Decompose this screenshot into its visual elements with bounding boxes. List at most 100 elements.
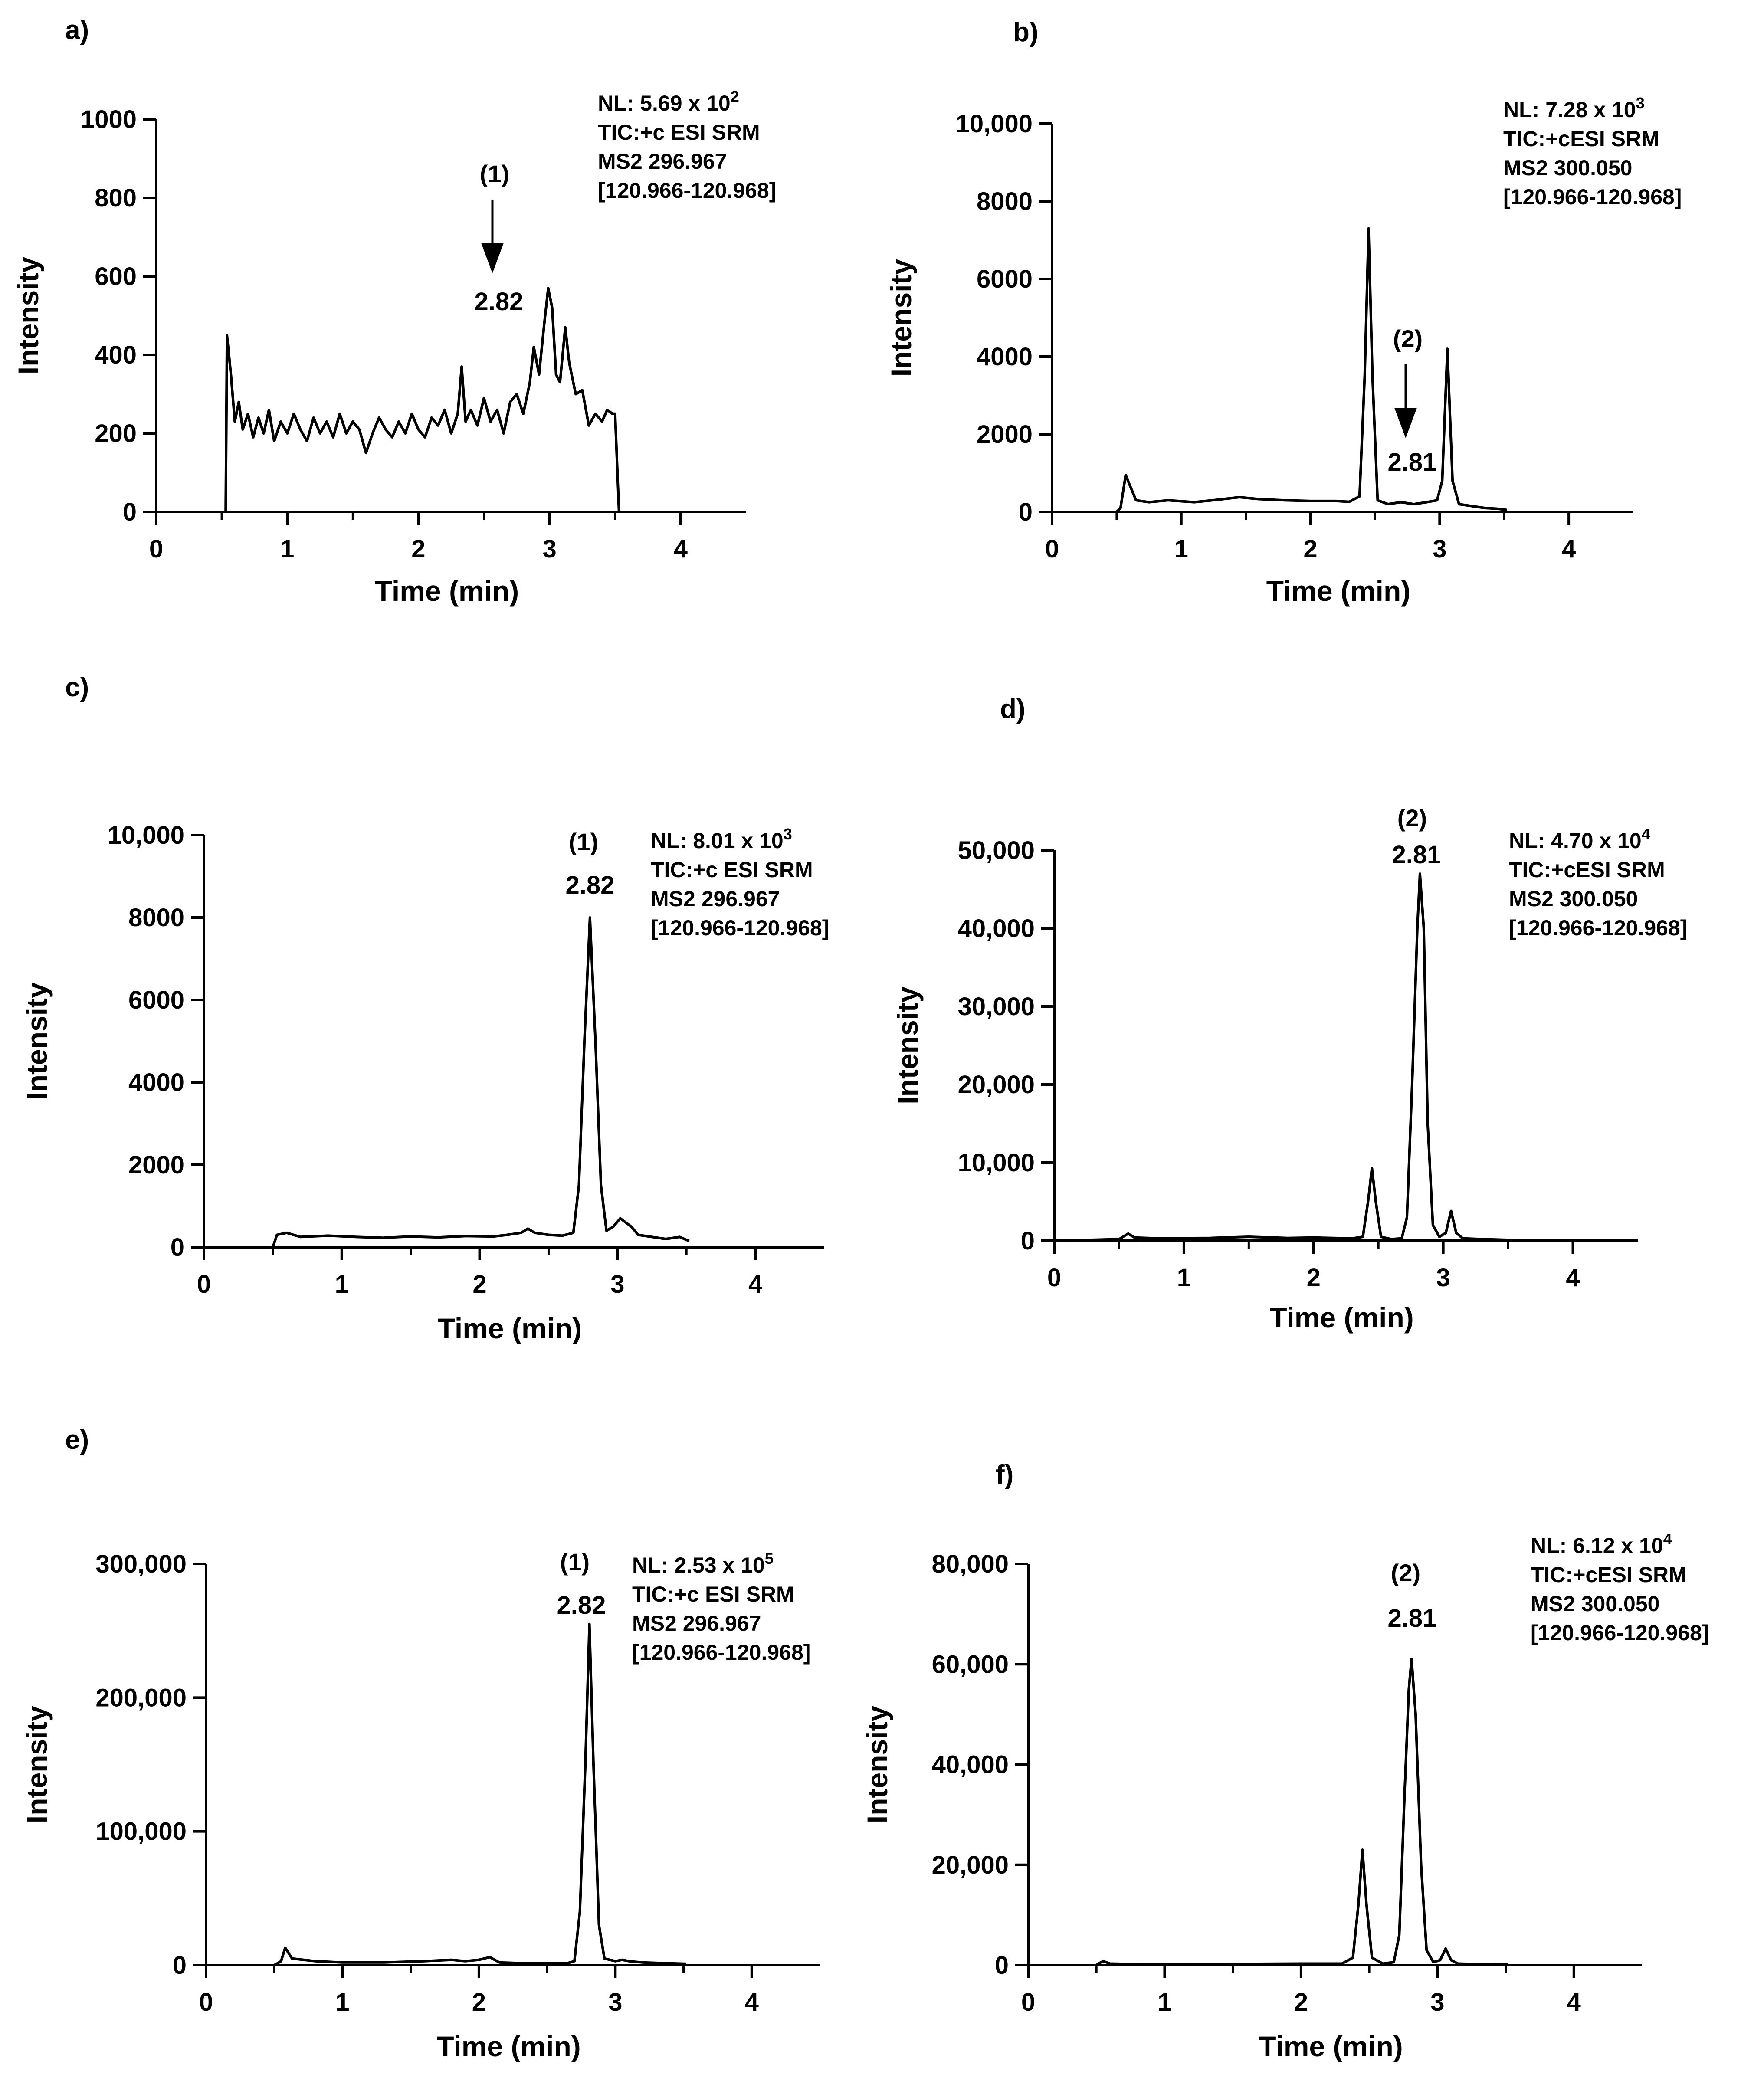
- y-axis-title: Intensity: [885, 259, 917, 377]
- y-tick-label: 4000: [977, 343, 1033, 371]
- y-tick-label: 2000: [128, 1151, 184, 1179]
- nl-label: NL: 7.28 x 103: [1503, 94, 1645, 122]
- peak-id-label: (2): [1391, 1559, 1420, 1586]
- chromatogram-trace: [219, 287, 620, 513]
- x-tick-label: 2: [1307, 1264, 1321, 1292]
- y-tick-label: 6000: [128, 986, 184, 1014]
- x-axis-title: Time (min): [436, 2030, 580, 2062]
- scan-info-line: TIC:+c ESI SRM: [632, 1582, 794, 1606]
- nl-exponent: 4: [1663, 1530, 1672, 1548]
- x-tick-label: 2: [411, 535, 425, 563]
- y-axis-title: Intensity: [12, 257, 44, 375]
- x-tick-label: 1: [280, 535, 294, 563]
- x-axis-title: Time (min): [438, 1312, 582, 1344]
- retention-time-label: 2.81: [1392, 841, 1441, 869]
- retention-time-label: 2.81: [1388, 448, 1437, 476]
- x-tick-label: 2: [1294, 1988, 1308, 2016]
- scan-info-line: [120.966-120.968]: [1509, 916, 1687, 940]
- arrow-head: [481, 243, 504, 273]
- x-tick-label: 0: [149, 535, 163, 563]
- retention-time-label: 2.81: [1388, 1604, 1437, 1632]
- scan-info-line: TIC:+c ESI SRM: [598, 120, 760, 144]
- y-tick-label: 20,000: [958, 1071, 1035, 1099]
- y-tick-label: 100,000: [95, 1818, 187, 1846]
- chart-panel-e: e) 0 1 2 3 4 0 100,000 200,000 300,000 Time (min) I…: [21, 1425, 820, 2062]
- y-tick-label: 600: [95, 262, 137, 291]
- y-tick-label: 0: [1019, 498, 1033, 526]
- y-tick-label: 8000: [128, 904, 184, 932]
- retention-time-label: 2.82: [557, 1591, 606, 1619]
- chromatogram-trace: [1115, 227, 1507, 513]
- y-tick-label: 20,000: [932, 1851, 1009, 1879]
- x-tick-label: 4: [1567, 1988, 1581, 2016]
- y-tick-label: 300,000: [95, 1550, 187, 1578]
- y-tick-label: 6000: [977, 265, 1033, 293]
- x-tick-label: 0: [197, 1270, 211, 1298]
- chromatogram-trace: [1054, 872, 1511, 1242]
- x-tick-label: 3: [608, 1988, 622, 2016]
- nl-label: NL: 6.12 x 104: [1531, 1530, 1672, 1558]
- x-tick-label: 3: [610, 1270, 624, 1298]
- retention-time-label: 2.82: [566, 871, 615, 899]
- y-tick-label: 0: [170, 1233, 184, 1262]
- panel-label: d): [1000, 694, 1026, 724]
- peak-id-label: (2): [1393, 325, 1423, 352]
- x-tick-label: 4: [1566, 1264, 1580, 1292]
- scan-info-line: [120.966-120.968]: [1503, 185, 1682, 209]
- peak-id-label: (1): [569, 828, 598, 855]
- y-tick-label: 10,000: [958, 1149, 1035, 1177]
- y-tick-label: 0: [1021, 1227, 1035, 1255]
- peak-id-label: (1): [560, 1548, 590, 1576]
- x-tick-label: 4: [748, 1270, 762, 1298]
- scan-info-line: MS2 296.967: [598, 149, 727, 174]
- x-tick-label: 3: [1433, 535, 1446, 563]
- y-tick-label: 80,000: [932, 1550, 1009, 1578]
- y-tick-label: 0: [995, 1951, 1009, 1979]
- scan-info-line: MS2 296.967: [632, 1611, 761, 1635]
- y-tick-label: 400: [95, 341, 137, 369]
- x-axis-title: Time (min): [1266, 575, 1410, 607]
- nl-exponent: 3: [784, 825, 792, 843]
- x-axis-title: Time (min): [1259, 2030, 1403, 2062]
- x-tick-label: 2: [472, 1270, 486, 1298]
- y-axis-title: Intensity: [861, 1706, 893, 1824]
- x-tick-label: 1: [1177, 1264, 1191, 1292]
- y-axis-title: Intensity: [21, 982, 53, 1100]
- x-tick-label: 1: [1157, 1988, 1171, 2016]
- nl-exponent: 5: [765, 1550, 774, 1567]
- y-tick-label: 60,000: [932, 1650, 1009, 1678]
- chromatogram-trace: [272, 916, 690, 1248]
- peak-id-label: (1): [480, 160, 509, 187]
- x-axis-title: Time (min): [1269, 1301, 1413, 1334]
- y-tick-label: 50,000: [958, 836, 1035, 865]
- panel-label: b): [1013, 17, 1039, 47]
- nl-exponent: 2: [731, 88, 739, 105]
- chart-panel-a: a) 0 1 2 3 4 0 200 400 600 800 1000 Time (min) Intens…: [12, 15, 776, 607]
- scan-info-line: [120.966-120.968]: [598, 178, 776, 203]
- chart-panel-b: b) 0 1 2 3 4 0 2000 4000 6000 8000 10,000 Time (min)…: [885, 17, 1682, 607]
- x-tick-label: 3: [1430, 1988, 1444, 2016]
- y-tick-label: 200,000: [95, 1684, 187, 1712]
- x-tick-label: 0: [1047, 1264, 1061, 1292]
- scan-info-line: MS2 296.967: [651, 887, 780, 911]
- chart-panel-d: d) 0 1 2 3 4 0 10,000 20,000 30,000 40,000 50,000 Ti…: [892, 694, 1687, 1334]
- panel-label: f): [996, 1460, 1013, 1490]
- x-tick-label: 2: [1303, 535, 1317, 563]
- nl-label: NL: 4.70 x 104: [1509, 825, 1650, 853]
- scan-info-line: MS2 300.050: [1509, 887, 1638, 911]
- y-tick-label: 40,000: [958, 914, 1035, 943]
- nl-label: NL: 8.01 x 103: [651, 825, 792, 853]
- x-tick-label: 1: [1174, 535, 1188, 563]
- x-tick-label: 2: [472, 1988, 486, 2016]
- panel-label: c): [65, 672, 89, 702]
- y-tick-label: 10,000: [108, 821, 184, 849]
- arrow-head: [1394, 408, 1417, 438]
- chromatogram-trace: [1095, 1658, 1508, 1966]
- y-axis-title: Intensity: [21, 1706, 53, 1824]
- y-axis-title: Intensity: [892, 986, 924, 1104]
- x-tick-label: 0: [199, 1988, 213, 2016]
- nl-exponent: 4: [1642, 825, 1650, 843]
- chart-panel-c: c) 0 1 2 3 4 0 2000 4000 6000 8000 10,000 Time (min)…: [21, 672, 829, 1344]
- y-tick-label: 1000: [81, 105, 137, 134]
